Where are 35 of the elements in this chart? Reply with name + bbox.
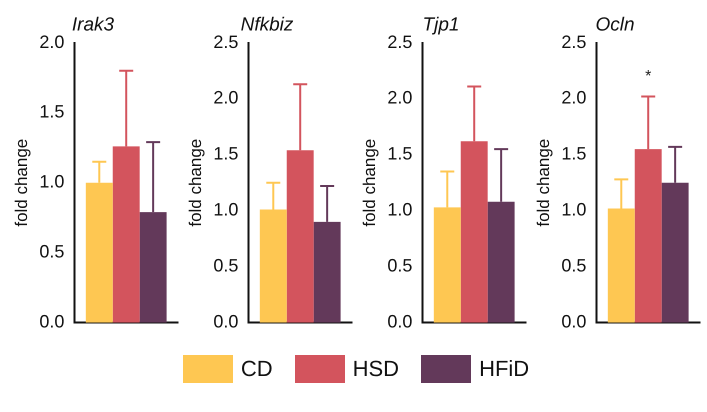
y-tick-label: 0.5 — [213, 256, 238, 276]
y-tick-label: 1.5 — [387, 144, 412, 164]
y-tick-label: 2.5 — [561, 32, 586, 52]
y-tick-label: 1.0 — [39, 172, 64, 192]
y-tick-label: 2.0 — [387, 88, 412, 108]
y-tick-label: 2.0 — [561, 88, 586, 108]
legend-label: CD — [240, 356, 273, 382]
y-axis-title: fold change — [186, 138, 205, 227]
y-tick-label: 1.0 — [213, 200, 238, 220]
y-axis-title: fold change — [12, 138, 31, 227]
legend-label: HSD — [352, 356, 400, 382]
y-tick-label: 1.5 — [213, 144, 238, 164]
chart-title: Ocln — [595, 14, 635, 36]
chart-title: Nfkbiz — [240, 14, 294, 36]
y-tick-label: 0.5 — [561, 256, 586, 276]
y-axis-title: fold change — [534, 138, 553, 227]
y-tick-label: 0.0 — [213, 312, 238, 332]
y-axis-title: fold change — [360, 138, 379, 227]
y-tick-label: 1.5 — [561, 144, 586, 164]
y-tick-label: 2.5 — [213, 32, 238, 52]
chart-title: Tjp1 — [422, 14, 460, 36]
y-tick-label: 1.0 — [561, 200, 586, 220]
y-tick-label: 0.0 — [387, 312, 412, 332]
y-tick-label: 1.0 — [387, 200, 412, 220]
legend-label: HFiD — [479, 356, 530, 382]
chart-title: Irak3 — [72, 14, 115, 36]
y-tick-label: 0.5 — [387, 256, 412, 276]
y-tick-label: 0.0 — [561, 312, 586, 332]
y-tick-label: 2.0 — [39, 32, 64, 52]
y-tick-label: 1.5 — [39, 102, 64, 122]
y-tick-label: 2.5 — [387, 32, 412, 52]
y-tick-label: 2.0 — [213, 88, 238, 108]
annotation: * — [645, 68, 652, 86]
y-tick-label: 0.0 — [39, 312, 64, 332]
y-tick-label: 0.5 — [39, 242, 64, 262]
